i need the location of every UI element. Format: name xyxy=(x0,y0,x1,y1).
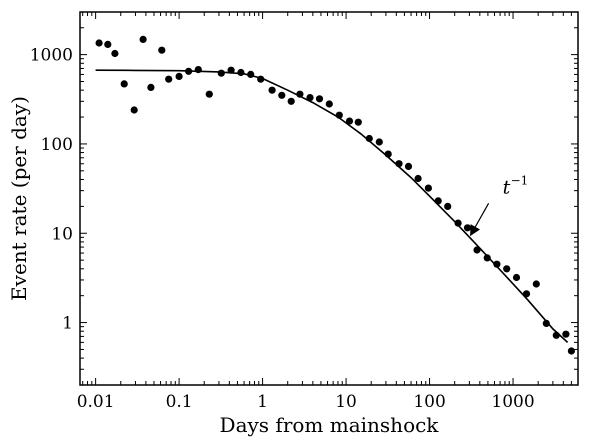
annotation-label: t xyxy=(503,176,511,198)
data-points-layer xyxy=(95,35,576,355)
data-point xyxy=(424,184,432,192)
data-point xyxy=(483,254,491,262)
x-tick-label: 1000 xyxy=(491,392,534,412)
data-point xyxy=(296,90,304,98)
data-point xyxy=(315,95,324,103)
x-tick-label: 0.01 xyxy=(77,392,115,412)
y-tick-label: 1 xyxy=(62,314,73,334)
data-point xyxy=(522,290,531,298)
data-point xyxy=(463,224,472,232)
annotation-arrow xyxy=(470,203,490,237)
data-point xyxy=(493,260,501,268)
data-point xyxy=(227,66,235,74)
data-point xyxy=(95,39,103,47)
plot-frame xyxy=(79,11,579,386)
data-point xyxy=(205,90,213,98)
data-point xyxy=(503,265,511,273)
annotation-layer: t −1 xyxy=(470,173,529,237)
data-point xyxy=(384,150,392,158)
data-point xyxy=(257,75,265,83)
data-point xyxy=(139,35,147,44)
x-tick-label: 1 xyxy=(257,392,268,412)
data-point xyxy=(147,83,155,91)
x-tick-label: 10 xyxy=(335,392,357,412)
data-point xyxy=(185,67,193,75)
data-point xyxy=(268,86,276,94)
data-point xyxy=(473,246,481,254)
data-point xyxy=(365,134,373,143)
y-tick-label: 1000 xyxy=(30,46,73,66)
data-point xyxy=(111,49,119,58)
data-point xyxy=(542,319,550,327)
data-point xyxy=(532,280,540,288)
data-point xyxy=(444,202,452,210)
data-point xyxy=(306,94,314,102)
data-point xyxy=(175,72,183,80)
data-point xyxy=(165,75,173,83)
data-point xyxy=(567,347,576,355)
data-point xyxy=(404,162,413,170)
data-point xyxy=(375,138,383,146)
data-point xyxy=(104,40,112,49)
axis-ticks: 0.01 0.1 1 10 100 1000 1 10 100 1000 xyxy=(30,11,579,412)
x-tick-label: 100 xyxy=(413,392,445,412)
data-point xyxy=(325,100,333,108)
data-point xyxy=(247,70,255,78)
data-point xyxy=(120,80,128,88)
data-point xyxy=(158,46,166,54)
data-point xyxy=(287,97,295,105)
x-tick-label: 0.1 xyxy=(166,392,193,412)
data-point xyxy=(237,68,245,77)
data-point xyxy=(395,160,403,168)
fit-curve xyxy=(95,69,569,343)
data-point xyxy=(345,117,354,125)
data-point xyxy=(434,197,442,205)
y-axis-label: Event rate (per day) xyxy=(7,96,31,301)
data-point xyxy=(278,91,286,99)
y-tick-label: 100 xyxy=(41,135,73,155)
data-point xyxy=(562,330,570,338)
data-point xyxy=(414,174,422,183)
y-tick-label: 10 xyxy=(51,224,73,244)
data-point xyxy=(217,69,225,77)
annotation-exponent: −1 xyxy=(511,173,529,187)
data-point xyxy=(354,118,362,126)
data-point xyxy=(335,111,343,119)
data-point xyxy=(512,273,521,282)
fit-curve-layer xyxy=(95,69,569,343)
data-point xyxy=(194,66,202,74)
data-point xyxy=(130,106,138,114)
data-point xyxy=(454,219,462,227)
x-axis-label: Days from mainshock xyxy=(220,413,440,437)
data-point xyxy=(552,331,560,339)
